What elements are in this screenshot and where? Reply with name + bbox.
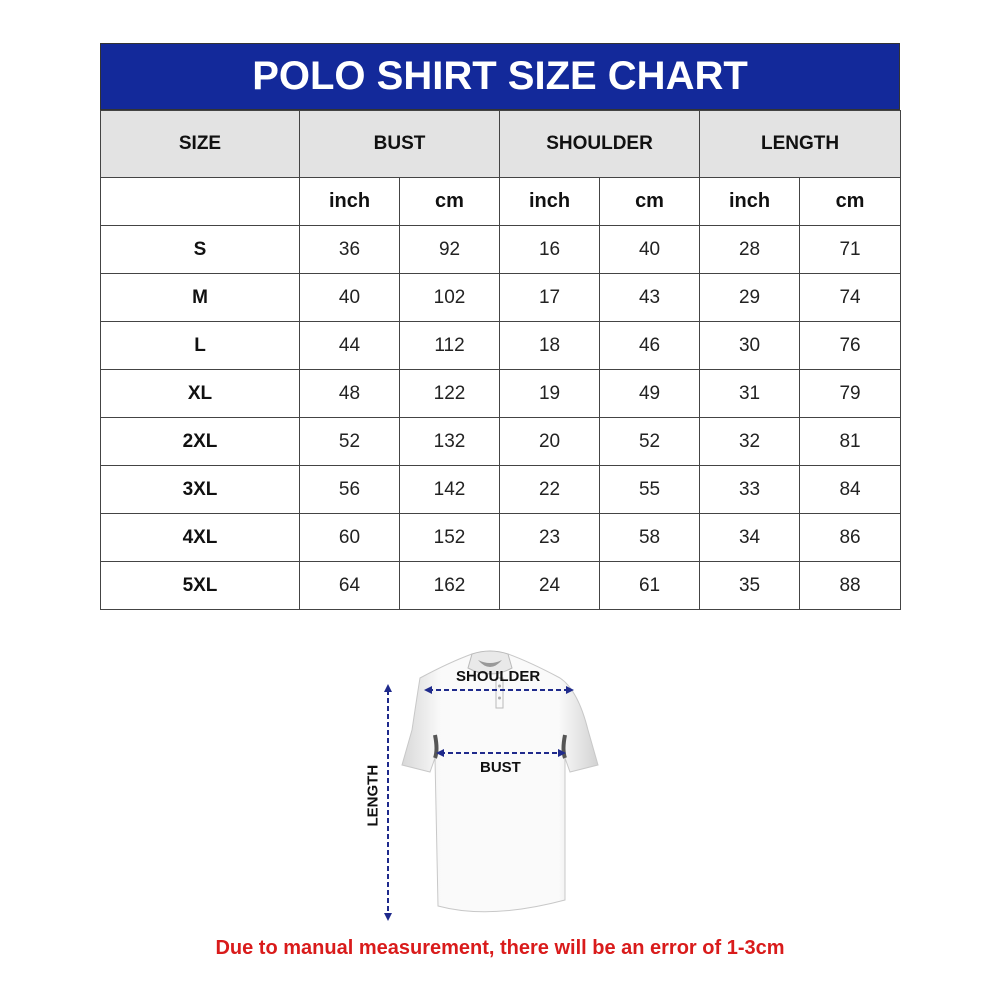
header-row: SIZE BUST SHOULDER LENGTH: [100, 110, 902, 178]
value-cell: 64: [299, 561, 400, 610]
value-cell: 102: [398, 273, 501, 322]
value-cell: 29: [699, 273, 801, 322]
value-cell: 74: [799, 273, 902, 322]
value-cell: 24: [499, 561, 601, 610]
value-cell: 92: [398, 225, 501, 274]
measure-arrows: [387, 689, 570, 915]
unit-cell: inch: [699, 177, 801, 226]
header-bust: BUST: [298, 110, 501, 178]
size-chart: POLO SHIRT SIZE CHART SIZE BUST SHOULDER…: [100, 43, 902, 610]
value-cell: 132: [398, 417, 501, 466]
size-cell: 2XL: [100, 417, 300, 466]
value-cell: 40: [599, 225, 701, 274]
value-cell: 28: [699, 225, 801, 274]
unit-cell: inch: [299, 177, 400, 226]
value-cell: 34: [699, 513, 801, 562]
value-cell: 88: [799, 561, 902, 610]
value-cell: 49: [599, 369, 701, 418]
value-cell: 55: [599, 465, 701, 514]
table-row: 2XL 52 132 20 52 32 81: [100, 417, 902, 466]
table-row: S 36 92 16 40 28 71: [100, 225, 902, 274]
polo-shirt-illustration: [384, 650, 599, 921]
size-cell: XL: [100, 369, 300, 418]
table-row: 4XL 60 152 23 58 34 86: [100, 513, 902, 562]
length-label: LENGTH: [364, 764, 382, 827]
value-cell: 36: [299, 225, 400, 274]
value-cell: 22: [499, 465, 601, 514]
value-cell: 35: [699, 561, 801, 610]
value-cell: 16: [499, 225, 601, 274]
table-row: 3XL 56 142 22 55 33 84: [100, 465, 902, 514]
shoulder-label: SHOULDER: [456, 668, 541, 685]
value-cell: 56: [299, 465, 400, 514]
units-row: inch cm inch cm inch cm: [100, 177, 902, 226]
size-cell: 4XL: [100, 513, 300, 562]
value-cell: 46: [599, 321, 701, 370]
size-table: SIZE BUST SHOULDER LENGTH inch cm inch c…: [100, 110, 902, 610]
value-cell: 44: [299, 321, 400, 370]
header-length: LENGTH: [699, 110, 902, 178]
value-cell: 60: [299, 513, 400, 562]
value-cell: 58: [599, 513, 701, 562]
table-row: XL 48 122 19 49 31 79: [100, 369, 902, 418]
value-cell: 61: [599, 561, 701, 610]
size-cell: S: [100, 225, 300, 274]
value-cell: 162: [398, 561, 501, 610]
value-cell: 40: [299, 273, 400, 322]
value-cell: 19: [499, 369, 601, 418]
value-cell: 142: [398, 465, 501, 514]
shirt-diagram: SHOULDER BUST LENGTH: [360, 640, 620, 930]
value-cell: 48: [299, 369, 400, 418]
value-cell: 86: [799, 513, 902, 562]
value-cell: 84: [799, 465, 902, 514]
value-cell: 76: [799, 321, 902, 370]
value-cell: 23: [499, 513, 601, 562]
unit-cell: cm: [599, 177, 701, 226]
table-row: 5XL 64 162 24 61 35 88: [100, 561, 902, 610]
value-cell: 52: [299, 417, 400, 466]
value-cell: 79: [799, 369, 902, 418]
header-size: SIZE: [100, 110, 300, 178]
unit-cell: cm: [398, 177, 501, 226]
unit-cell: cm: [799, 177, 902, 226]
value-cell: 32: [699, 417, 801, 466]
value-cell: 71: [799, 225, 902, 274]
table-row: L 44 112 18 46 30 76: [100, 321, 902, 370]
value-cell: 30: [699, 321, 801, 370]
size-cell: M: [100, 273, 300, 322]
measurement-note: Due to manual measurement, there will be…: [215, 937, 785, 959]
table-row: M 40 102 17 43 29 74: [100, 273, 902, 322]
value-cell: 20: [499, 417, 601, 466]
size-cell: L: [100, 321, 300, 370]
value-cell: 52: [599, 417, 701, 466]
value-cell: 43: [599, 273, 701, 322]
chart-title: POLO SHIRT SIZE CHART: [100, 43, 900, 110]
size-cell: 3XL: [100, 465, 300, 514]
bust-label: BUST: [480, 759, 521, 776]
value-cell: 17: [499, 273, 601, 322]
value-cell: 81: [799, 417, 902, 466]
value-cell: 152: [398, 513, 501, 562]
header-shoulder: SHOULDER: [499, 110, 701, 178]
value-cell: 122: [398, 369, 501, 418]
value-cell: 31: [699, 369, 801, 418]
unit-cell: inch: [499, 177, 601, 226]
units-blank: [100, 177, 300, 226]
value-cell: 112: [398, 321, 501, 370]
size-cell: 5XL: [100, 561, 300, 610]
value-cell: 33: [699, 465, 801, 514]
value-cell: 18: [499, 321, 601, 370]
